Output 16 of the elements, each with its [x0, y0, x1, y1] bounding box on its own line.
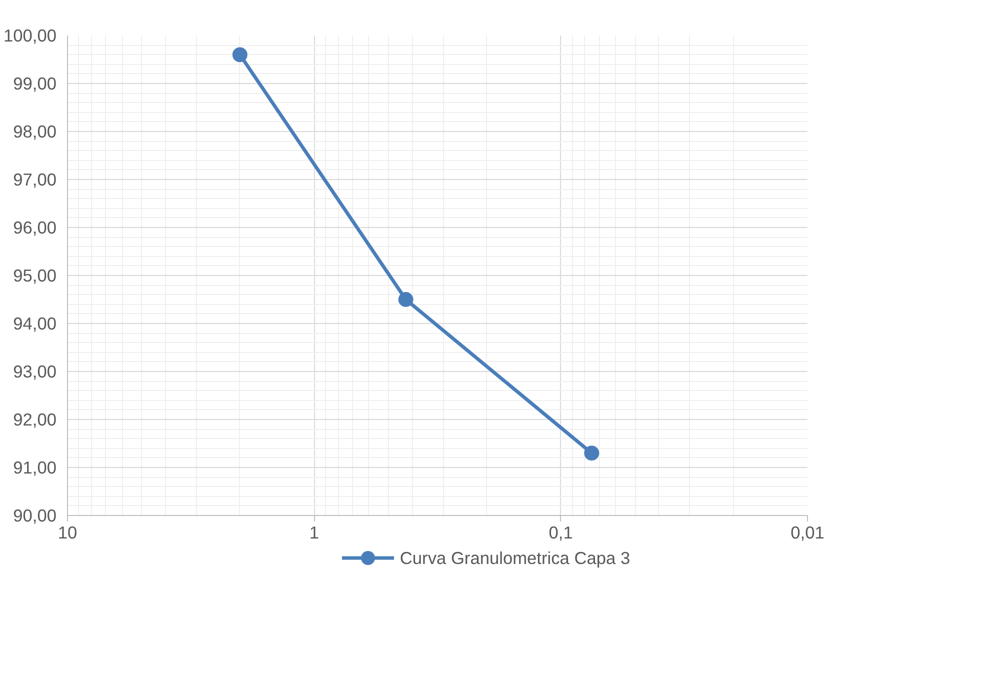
- x-tick-label: 0,01: [790, 522, 824, 542]
- y-tick-label: 93,00: [13, 362, 57, 382]
- y-tick-label: 92,00: [13, 410, 57, 430]
- y-tick-label: 96,00: [13, 218, 57, 238]
- y-tick-label: 90,00: [13, 506, 57, 526]
- y-tick-label: 95,00: [13, 266, 57, 286]
- y-tick-label: 100,00: [4, 26, 56, 46]
- x-tick-label: 0,1: [548, 522, 573, 542]
- x-tick-label: 1: [309, 522, 319, 542]
- x-tick-label: 10: [58, 522, 78, 542]
- y-tick-label: 91,00: [13, 458, 57, 478]
- y-tick-label: 97,00: [13, 170, 57, 190]
- y-tick-label: 99,00: [13, 74, 57, 94]
- legend-label: Curva Granulometrica Capa 3: [400, 547, 630, 570]
- y-tick-label: 98,00: [13, 122, 57, 142]
- y-tick-label: 94,00: [13, 314, 57, 334]
